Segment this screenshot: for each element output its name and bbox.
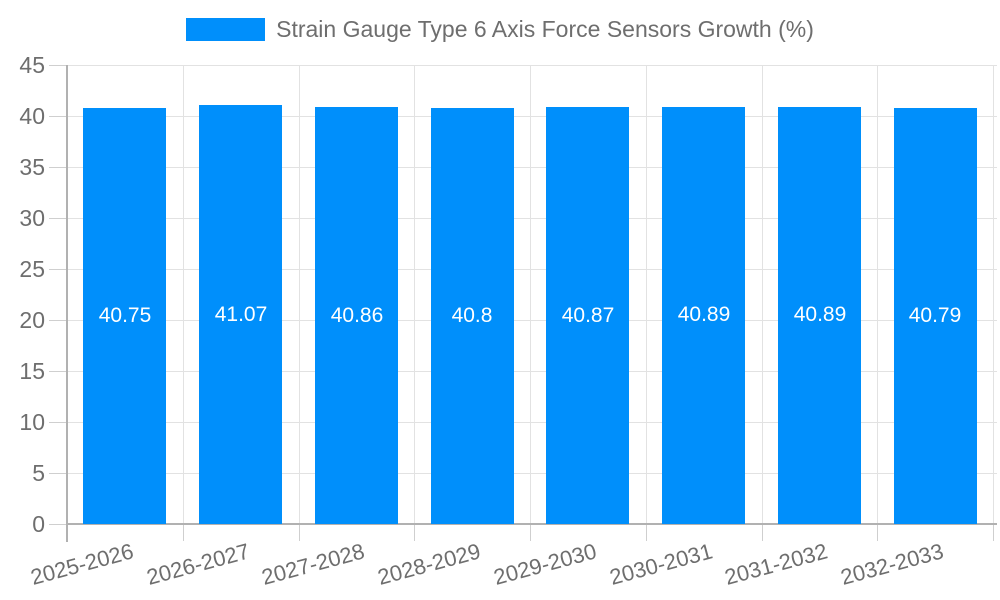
y-gridline bbox=[67, 64, 997, 66]
y-axis-label: 35 bbox=[19, 153, 45, 180]
y-axis-label: 20 bbox=[19, 306, 45, 333]
y-axis-tick bbox=[49, 115, 66, 117]
x-axis-tick bbox=[876, 525, 878, 541]
y-gridline bbox=[67, 166, 997, 168]
x-axis-tick bbox=[761, 525, 763, 541]
y-gridline bbox=[67, 319, 997, 321]
bar[interactable] bbox=[199, 105, 282, 524]
x-gridline bbox=[182, 65, 184, 524]
x-gridline bbox=[298, 65, 300, 524]
bar[interactable] bbox=[662, 106, 745, 524]
bar[interactable] bbox=[894, 107, 977, 524]
y-axis-label: 0 bbox=[32, 510, 45, 537]
legend-item[interactable]: Strain Gauge Type 6 Axis Force Sensors G… bbox=[186, 14, 814, 44]
y-axis-tick bbox=[49, 523, 66, 525]
y-axis-label: 25 bbox=[19, 255, 45, 282]
bar[interactable] bbox=[315, 107, 398, 524]
y-axis-tick bbox=[49, 319, 66, 321]
y-axis-label: 5 bbox=[32, 459, 45, 486]
plot-area: 0 5 10 15 20 25 30 35 40 45 40.75 2025-2026 41.07 202… bbox=[19, 53, 997, 590]
y-gridline bbox=[67, 421, 997, 423]
y-axis-tick bbox=[49, 64, 66, 66]
bar[interactable] bbox=[431, 107, 514, 524]
y-axis-label: 15 bbox=[19, 357, 45, 384]
y-axis-label: 30 bbox=[19, 204, 45, 231]
legend: Strain Gauge Type 6 Axis Force Sensors G… bbox=[0, 14, 1000, 44]
y-gridline bbox=[67, 370, 997, 372]
legend-swatch-icon bbox=[186, 17, 266, 41]
x-gridline bbox=[876, 65, 878, 524]
legend-label: Strain Gauge Type 6 Axis Force Sensors G… bbox=[276, 16, 814, 42]
y-gridline bbox=[67, 268, 997, 270]
y-axis-tick bbox=[49, 217, 66, 219]
y-gridline bbox=[67, 472, 997, 474]
x-axis-tick bbox=[645, 525, 647, 541]
bar[interactable] bbox=[778, 106, 861, 524]
x-axis-line bbox=[66, 523, 997, 525]
x-axis-tick bbox=[529, 525, 531, 541]
x-gridline bbox=[761, 65, 763, 524]
y-axis-label: 40 bbox=[19, 102, 45, 129]
x-axis-tick bbox=[182, 525, 184, 541]
x-gridline bbox=[529, 65, 531, 524]
y-gridline bbox=[67, 115, 997, 117]
y-axis-line bbox=[66, 65, 68, 542]
x-gridline bbox=[645, 65, 647, 524]
y-axis-tick bbox=[49, 472, 66, 474]
x-axis-tick bbox=[413, 525, 415, 541]
y-axis-label: 45 bbox=[19, 51, 45, 78]
x-gridline bbox=[992, 65, 994, 524]
y-axis-tick bbox=[49, 268, 66, 270]
y-axis-tick bbox=[49, 370, 66, 372]
y-axis-label: 10 bbox=[19, 408, 45, 435]
bar[interactable] bbox=[546, 107, 629, 524]
bar[interactable] bbox=[83, 108, 166, 524]
x-axis-tick bbox=[298, 525, 300, 541]
y-axis-tick bbox=[49, 421, 66, 423]
y-gridline bbox=[67, 217, 997, 219]
x-gridline bbox=[413, 65, 415, 524]
y-axis-tick bbox=[49, 166, 66, 168]
x-axis-tick bbox=[992, 525, 994, 541]
